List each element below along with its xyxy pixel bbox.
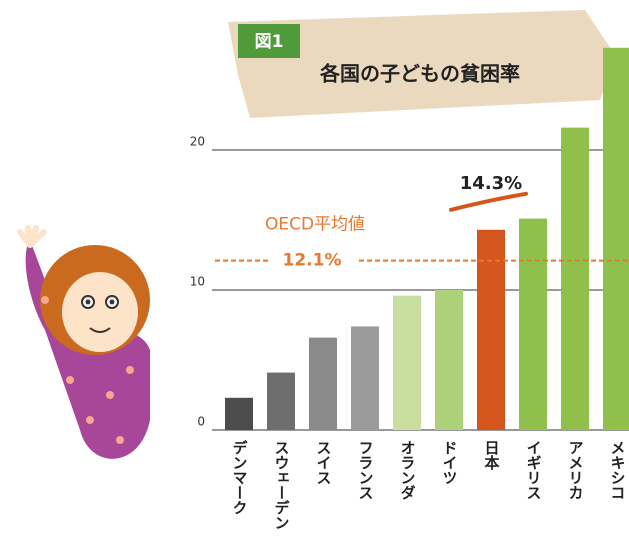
badge: 図1 bbox=[255, 32, 284, 52]
x-tick-label: イギリス bbox=[525, 440, 543, 500]
y-tick-label: 0 bbox=[197, 415, 205, 429]
x-tick-label: 日本 bbox=[483, 440, 501, 471]
chart-title: 各国の子どもの貧困率 bbox=[319, 62, 520, 86]
x-tick-label: メキシコ bbox=[609, 440, 627, 500]
reference-label: OECD平均値 bbox=[265, 215, 365, 235]
chart: 図1 各国の子どもの貧困率 0 10 20 デンマーク スウェーデン スイス フランス オラン… bbox=[0, 0, 629, 539]
character-illustration bbox=[20, 228, 150, 459]
y-tick-label: 10 bbox=[190, 275, 205, 289]
bar bbox=[225, 398, 253, 430]
bar bbox=[393, 296, 421, 430]
label-underline bbox=[451, 194, 526, 210]
x-tick-label: アメリカ bbox=[567, 440, 585, 500]
bar bbox=[519, 219, 547, 430]
reference-value-label: 12.1% bbox=[283, 251, 342, 271]
bar bbox=[603, 48, 629, 430]
bar bbox=[435, 290, 463, 430]
bar bbox=[267, 373, 295, 430]
x-tick-label: スウェーデン bbox=[273, 440, 291, 530]
y-tick-label: 20 bbox=[190, 135, 205, 149]
x-tick-label: フランス bbox=[357, 440, 375, 500]
x-tick-label: オランダ bbox=[399, 440, 417, 500]
bar bbox=[351, 326, 379, 430]
x-tick-label: ドイツ bbox=[441, 440, 459, 485]
bar bbox=[309, 338, 337, 430]
x-tick-label: スイス bbox=[315, 440, 333, 485]
bar bbox=[561, 128, 589, 430]
x-tick-label: デンマーク bbox=[231, 439, 249, 515]
value-label: 14.3% bbox=[460, 173, 522, 194]
